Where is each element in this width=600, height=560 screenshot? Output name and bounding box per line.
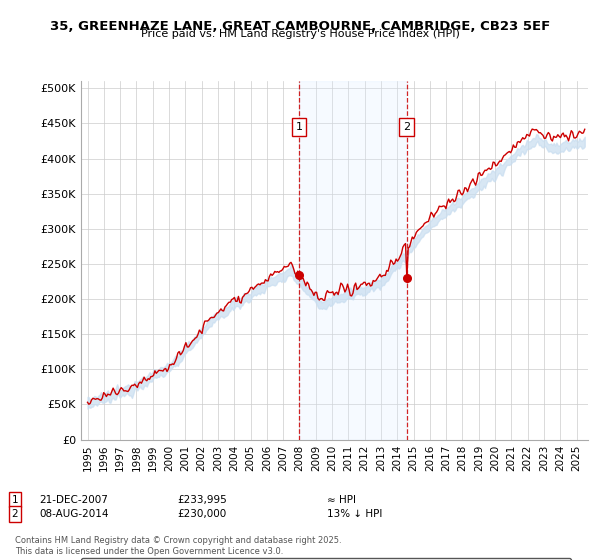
Text: Contains HM Land Registry data © Crown copyright and database right 2025.
This d: Contains HM Land Registry data © Crown c… — [15, 536, 341, 556]
Text: 08-AUG-2014: 08-AUG-2014 — [39, 509, 109, 519]
Text: 2: 2 — [403, 122, 410, 132]
Text: 13% ↓ HPI: 13% ↓ HPI — [327, 509, 382, 519]
Text: 35, GREENHAZE LANE, GREAT CAMBOURNE, CAMBRIDGE, CB23 5EF: 35, GREENHAZE LANE, GREAT CAMBOURNE, CAM… — [50, 20, 550, 32]
Text: ≈ HPI: ≈ HPI — [327, 494, 356, 505]
Text: 21-DEC-2007: 21-DEC-2007 — [39, 494, 108, 505]
Text: £230,000: £230,000 — [177, 509, 226, 519]
Text: Price paid vs. HM Land Registry's House Price Index (HPI): Price paid vs. HM Land Registry's House … — [140, 29, 460, 39]
Text: 1: 1 — [11, 494, 19, 505]
Text: 2: 2 — [11, 509, 19, 519]
Text: £233,995: £233,995 — [177, 494, 227, 505]
Legend: 35, GREENHAZE LANE, GREAT CAMBOURNE, CAMBRIDGE, CB23 5EF (semi-detached house), : 35, GREENHAZE LANE, GREAT CAMBOURNE, CAM… — [81, 558, 571, 560]
Bar — [299, 81, 407, 440]
Text: 1: 1 — [295, 122, 302, 132]
